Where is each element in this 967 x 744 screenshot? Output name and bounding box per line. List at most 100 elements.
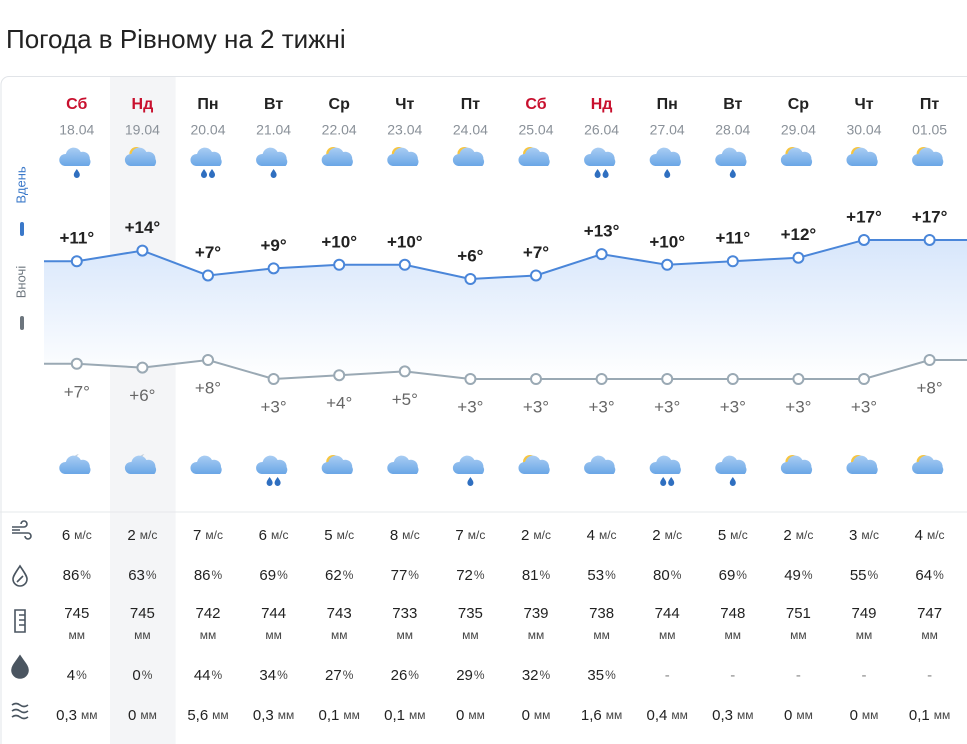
unit: мм [856, 628, 873, 642]
day-temp-line-point [726, 255, 739, 268]
night-temp-label: +3° [261, 397, 287, 416]
night-label: Вночі [13, 266, 28, 299]
row-value: 748 [720, 605, 745, 622]
cloud [649, 147, 681, 166]
unit: мм [200, 628, 217, 642]
row-value: 35% [587, 667, 616, 684]
value: 751 [786, 605, 811, 622]
unit: м/с [74, 528, 92, 542]
weather-icon [780, 147, 813, 166]
row-value: 0,1 мм [319, 707, 360, 724]
unit: м/с [599, 528, 617, 542]
unit: мм [796, 708, 813, 722]
value: 0 [132, 667, 140, 684]
unit: м/с [468, 528, 486, 542]
weekday: Ср [329, 96, 351, 113]
night-temp-line-point [595, 373, 608, 385]
weekday: Пн [197, 96, 218, 113]
cloud [846, 455, 878, 474]
row-value: 29% [456, 667, 485, 684]
row-value: 735 [458, 605, 483, 622]
date: 01.05 [912, 122, 947, 138]
weather-icon [190, 147, 222, 178]
cloud [846, 147, 878, 166]
row-value: 743 [327, 605, 352, 622]
weather-icon [321, 147, 353, 166]
value: 53 [587, 567, 604, 584]
row-value: - [927, 667, 932, 684]
weather-icon [715, 455, 747, 486]
value: 35 [587, 667, 604, 684]
row-value: - [665, 667, 670, 684]
row-value: 34% [259, 667, 288, 684]
day-temp-line-point [267, 262, 280, 275]
night-temp-line-point [398, 365, 411, 378]
value: - [927, 667, 932, 684]
unit: % [540, 568, 551, 582]
night-temp-label: +3° [785, 397, 811, 416]
night-temp-line [76, 358, 930, 381]
weather-icon [256, 455, 288, 486]
row-value: 0,3 мм [253, 707, 294, 724]
weekday: Вт [723, 96, 742, 113]
row-value: 738 [589, 605, 614, 622]
cloud [256, 455, 288, 474]
day-temp-label: +9° [261, 236, 287, 255]
cloud [321, 455, 353, 474]
row-value: 49% [784, 567, 813, 584]
date: 20.04 [190, 122, 225, 138]
value: 0,1 [909, 707, 930, 724]
value: 0,3 [253, 707, 274, 724]
unit: % [933, 568, 944, 582]
row-value: 5 м/с [718, 527, 748, 544]
row-value: 744 [655, 605, 680, 622]
value: 5 [324, 527, 332, 544]
row-value: 80% [653, 567, 682, 584]
row-value: 745 [130, 605, 155, 622]
row-value: 0,1 мм [909, 707, 950, 724]
row-value: 744 [261, 605, 286, 622]
date: 27.04 [650, 122, 685, 138]
value: 44 [194, 667, 211, 684]
drop [729, 477, 736, 486]
row-value: 0 мм [522, 707, 551, 724]
row-value: 4 м/с [915, 527, 945, 544]
drop [594, 169, 601, 178]
cloud [452, 455, 485, 474]
date: 21.04 [256, 122, 291, 138]
row-value: 5 м/с [324, 527, 354, 544]
unit: м/с [140, 528, 158, 542]
row-value: 2 м/с [783, 527, 813, 544]
row-value: 2 м/с [127, 527, 157, 544]
unit: мм [409, 708, 426, 722]
value: 748 [720, 605, 745, 622]
night-temp-label: +6° [129, 386, 155, 405]
row-value: 0 мм [784, 707, 813, 724]
cloud [387, 455, 419, 474]
day-temp-label: +14° [125, 218, 161, 237]
value: 0,1 [319, 707, 340, 724]
unit: % [474, 568, 485, 582]
unit: мм [140, 708, 157, 722]
value: 747 [917, 605, 942, 622]
weather-icon [321, 455, 353, 474]
value: 29 [456, 667, 473, 684]
date: 25.04 [518, 122, 553, 138]
precip-icon [11, 702, 29, 720]
row-icons [11, 520, 32, 720]
cloud [124, 455, 157, 474]
unit: м/с [205, 528, 223, 542]
night-temp-line-point [858, 373, 870, 385]
unit: % [80, 568, 91, 582]
unit: мм [862, 708, 879, 722]
row-value: 747 [917, 605, 942, 622]
cloud [715, 147, 747, 166]
weather-icon [715, 147, 747, 178]
unit: мм [934, 708, 951, 722]
value: 739 [523, 605, 548, 622]
unit: мм [737, 708, 754, 722]
day-marker [20, 222, 24, 236]
value: 5 [718, 527, 726, 544]
drop [664, 169, 671, 178]
value: 69 [719, 567, 736, 584]
